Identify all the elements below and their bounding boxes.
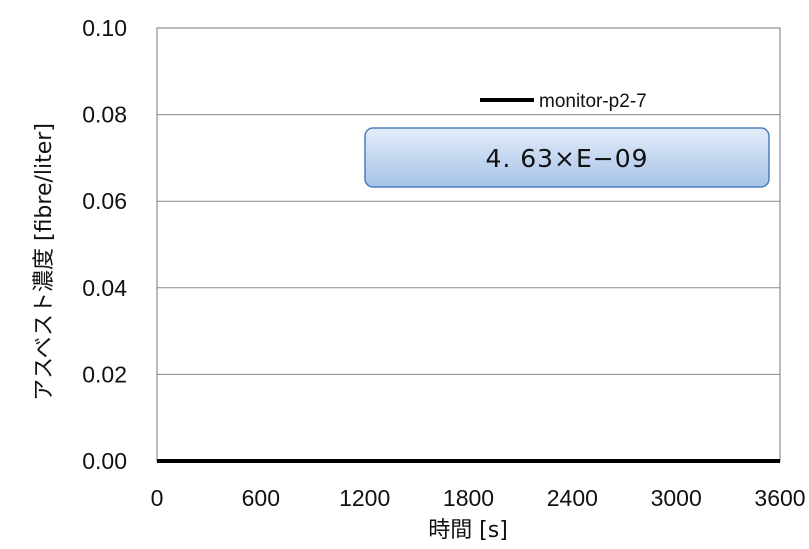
x-tick-label: 1800 <box>443 485 494 511</box>
y-axis-title: アスベスト濃度 [fibre/liter] <box>32 123 57 401</box>
annotation-box: 4. 63×E−09 <box>364 127 770 188</box>
x-axis-title: 時間 [s] <box>428 518 508 543</box>
x-tick-labels: 0 600 1200 1800 2400 3000 3600 <box>151 485 806 511</box>
x-tick-label: 3000 <box>651 485 702 511</box>
y-tick-label: 0.08 <box>82 102 127 128</box>
grid-lines <box>157 27 780 462</box>
y-tick-label: 0.04 <box>82 275 127 301</box>
x-tick-label: 0 <box>151 485 164 511</box>
y-tick-label: 0.06 <box>82 188 127 214</box>
plot-frame <box>156 27 781 462</box>
x-tick-label: 600 <box>242 485 280 511</box>
x-tick-label: 1200 <box>339 485 390 511</box>
x-tick-label: 3600 <box>754 485 805 511</box>
x-tick-label: 2400 <box>547 485 598 511</box>
annotation-text: 4. 63×E−09 <box>485 144 648 173</box>
y-tick-label: 0.00 <box>82 448 127 474</box>
legend: monitor-p2-7 <box>480 91 647 112</box>
y-tick-label: 0.10 <box>82 15 127 41</box>
y-tick-labels: 0.00 0.02 0.04 0.06 0.08 0.10 <box>82 15 127 474</box>
annotation-box-bg <box>364 127 770 188</box>
legend-label-monitor-p2-7: monitor-p2-7 <box>539 91 647 112</box>
y-tick-label: 0.02 <box>82 361 127 387</box>
